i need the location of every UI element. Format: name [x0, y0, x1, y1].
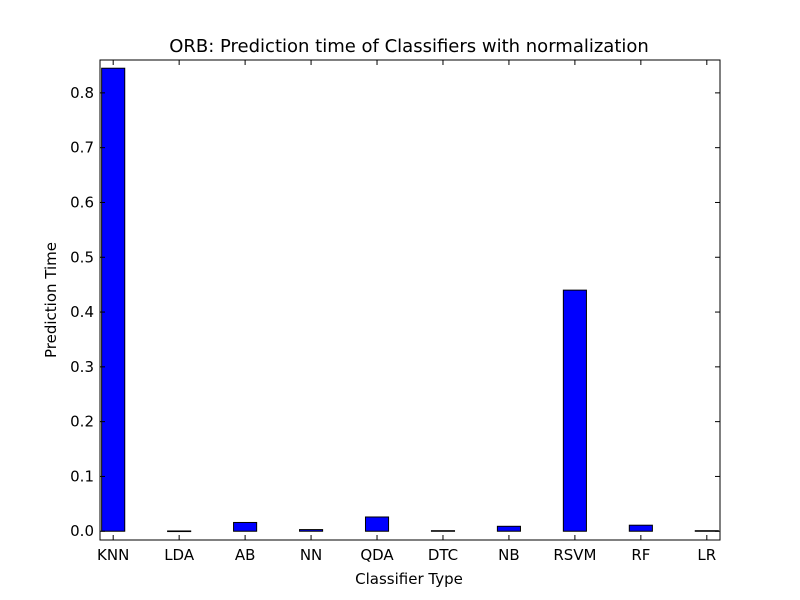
x-tick-label-rsvm: RSVM: [553, 546, 596, 564]
chart-title: ORB: Prediction time of Classifiers with…: [169, 36, 649, 57]
x-tick-label-lr: LR: [697, 546, 716, 564]
x-tick-label-nn: NN: [300, 546, 322, 564]
y-tick-label: 0.1: [70, 467, 94, 485]
plot-frame: [99, 59, 721, 541]
plot-area: 0.0 0.1 0.2 0.3 0.4 0.5 0.6 0.7 0.8 KNN LDA AB NN QD…: [70, 59, 721, 564]
bar-knn: [101, 67, 126, 532]
bar-rsvm: [562, 289, 587, 532]
bar-dtc: [430, 530, 456, 532]
y-tick-label: 0.4: [70, 303, 94, 321]
x-tick-label-lda: LDA: [164, 546, 195, 564]
bar-lda: [167, 530, 192, 533]
bar-qda: [364, 516, 390, 532]
x-tick-label-ab: AB: [235, 546, 256, 564]
bar-ab: [233, 521, 258, 532]
y-tick-label: 0.0: [70, 522, 94, 540]
y-axis-ticks: 0.0 0.1 0.2 0.3 0.4 0.5 0.6 0.7 0.8: [70, 84, 720, 540]
y-tick-label: 0.6: [70, 193, 94, 211]
x-tick-label-knn: KNN: [97, 546, 129, 564]
x-tick-label-dtc: DTC: [428, 546, 458, 564]
y-tick-label: 0.8: [70, 84, 94, 102]
y-tick-label: 0.7: [70, 139, 94, 157]
y-tick-label: 0.3: [70, 358, 94, 376]
x-axis-ticks: KNN LDA AB NN QDA DTC NB RSVM RF LR: [97, 60, 716, 564]
y-tick-label: 0.2: [70, 413, 94, 431]
bar-rf: [628, 524, 653, 532]
x-tick-label-qda: QDA: [360, 546, 394, 564]
bar-nb: [496, 525, 521, 532]
bar-lr: [694, 530, 719, 532]
bar-nn: [299, 529, 324, 532]
x-axis-label: Classifier Type: [355, 570, 463, 588]
y-axis-label: Prediction Time: [42, 242, 60, 358]
x-tick-label-rf: RF: [631, 546, 650, 564]
y-tick-label: 0.5: [70, 248, 94, 266]
x-tick-label-nb: NB: [498, 546, 520, 564]
